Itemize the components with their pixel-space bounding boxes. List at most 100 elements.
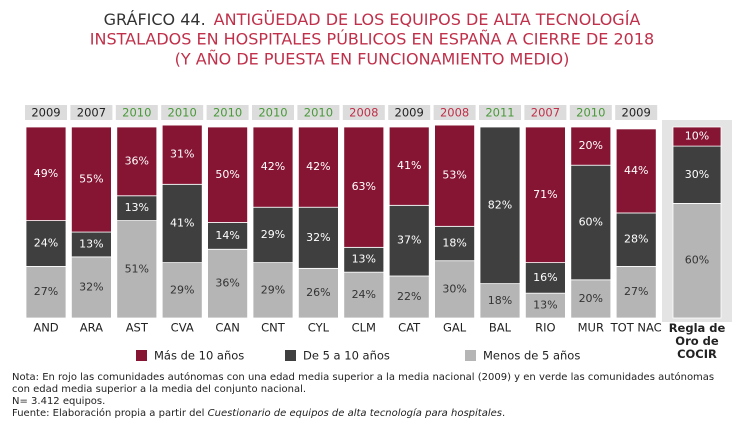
data-label: 36%	[215, 277, 239, 290]
data-label: 82%	[488, 198, 512, 211]
year-bg	[70, 105, 113, 120]
x-tick-label: MUR	[578, 321, 604, 335]
data-label: 50%	[215, 168, 239, 181]
year-label: 2008	[349, 106, 378, 120]
bar-segment	[343, 246, 385, 273]
year-label: 2010	[213, 106, 242, 120]
data-label: 36%	[125, 154, 149, 167]
data-label: 32%	[79, 280, 103, 293]
data-label: 71%	[533, 188, 557, 201]
data-label: 29%	[170, 283, 194, 296]
bar-segment	[615, 266, 657, 319]
x-tick-label: RIO	[535, 321, 555, 335]
source-text: .	[501, 408, 506, 419]
bar-segment	[434, 124, 476, 227]
data-label: 18%	[488, 294, 512, 307]
year-bg	[524, 105, 567, 120]
legend-label: Más de 10 años	[154, 349, 244, 363]
data-label: 41%	[170, 216, 194, 229]
bar-segment	[388, 126, 430, 206]
bar-segment	[252, 206, 294, 264]
data-label: 55%	[79, 173, 103, 186]
year-bg	[252, 105, 294, 120]
data-label: 18%	[442, 237, 466, 250]
data-label: 29%	[261, 283, 285, 296]
bar-segment	[207, 126, 249, 223]
title-line: ANTIGÜEDAD DE LOS EQUIPOS DE ALTA TECNOL…	[214, 10, 641, 29]
year-label: 2009	[31, 106, 60, 120]
x-tick-label: GAL	[443, 321, 467, 335]
x-tick-label: AST	[126, 321, 149, 335]
x-tick-label: CAT	[398, 321, 421, 335]
data-label: 24%	[352, 288, 376, 301]
bar-segment	[570, 126, 612, 166]
bar-segment	[116, 195, 158, 221]
bar-segment	[207, 248, 249, 319]
year-bg	[479, 105, 521, 120]
bar-segment	[252, 126, 294, 208]
bar-segment	[343, 126, 385, 248]
year-bg	[161, 105, 204, 120]
year-bg	[569, 105, 612, 120]
data-label: 24%	[34, 237, 58, 250]
bar-segment	[297, 206, 339, 269]
data-label: 13%	[352, 253, 376, 266]
bar-segment	[71, 126, 112, 233]
title-line: (Y AÑO DE PUESTA EN FUNCIONAMIENTO MEDIO…	[175, 50, 570, 69]
year-label: 2010	[304, 106, 333, 120]
year-bg	[25, 105, 67, 120]
data-label: 63%	[352, 180, 376, 193]
data-label: 41%	[397, 159, 421, 172]
data-label: 32%	[306, 231, 330, 244]
bar-segment	[525, 292, 566, 319]
data-label: 27%	[624, 285, 648, 298]
source-text: Fuente: Elaboración propia a partir del	[12, 408, 208, 419]
bar-segment	[570, 164, 612, 281]
year-label: 2007	[77, 106, 106, 120]
data-label: 51%	[125, 262, 149, 275]
chart-title: GRÁFICO 44. ANTIGÜEDAD DE LOS EQUIPOS DE …	[104, 10, 641, 29]
bar-segment	[161, 183, 203, 264]
data-label: 14%	[215, 229, 239, 242]
bar-segment	[25, 220, 67, 267]
year-bg	[388, 105, 431, 120]
bar-segment	[525, 126, 566, 264]
year-bg	[342, 105, 385, 120]
legend-label: De 5 a 10 años	[303, 349, 390, 363]
year-label: 2010	[576, 106, 605, 120]
data-label: 29%	[261, 228, 285, 241]
bar-segment	[388, 204, 430, 277]
year-label: 2010	[122, 106, 151, 120]
x-tick-label: CNT	[261, 321, 286, 335]
data-label: 16%	[533, 271, 557, 284]
title-line: INSTALADOS EN HOSPITALES PÚBLICOS EN ESP…	[90, 30, 654, 49]
bar-segment	[161, 124, 203, 185]
bar-segment	[615, 212, 657, 267]
bar-segment	[161, 262, 203, 319]
data-label: 30%	[685, 168, 709, 181]
data-label: 42%	[306, 160, 330, 173]
x-tick-label: CYL	[308, 321, 330, 335]
x-tick-label: TOT NAC	[610, 321, 662, 335]
data-label: 44%	[624, 164, 648, 177]
bar-segment	[207, 222, 249, 250]
x-tick-label: CAN	[215, 321, 240, 335]
x-tick-label: CVA	[171, 321, 194, 335]
data-label: 28%	[624, 233, 648, 246]
bar-segment	[297, 126, 339, 208]
bar-segment	[388, 275, 430, 319]
year-bg	[297, 105, 340, 120]
data-label: 31%	[170, 148, 194, 161]
legend-label: Menos de 5 años	[483, 349, 580, 363]
year-bg	[115, 105, 158, 120]
data-label: 13%	[79, 237, 103, 250]
legend-swatch	[285, 350, 296, 361]
year-bg	[433, 105, 476, 120]
bar-segment	[434, 225, 476, 262]
data-label: 42%	[261, 160, 285, 173]
bar-segment	[25, 126, 67, 221]
bar-segment	[672, 202, 722, 319]
year-bg	[615, 105, 658, 120]
bar-segment	[71, 256, 112, 319]
